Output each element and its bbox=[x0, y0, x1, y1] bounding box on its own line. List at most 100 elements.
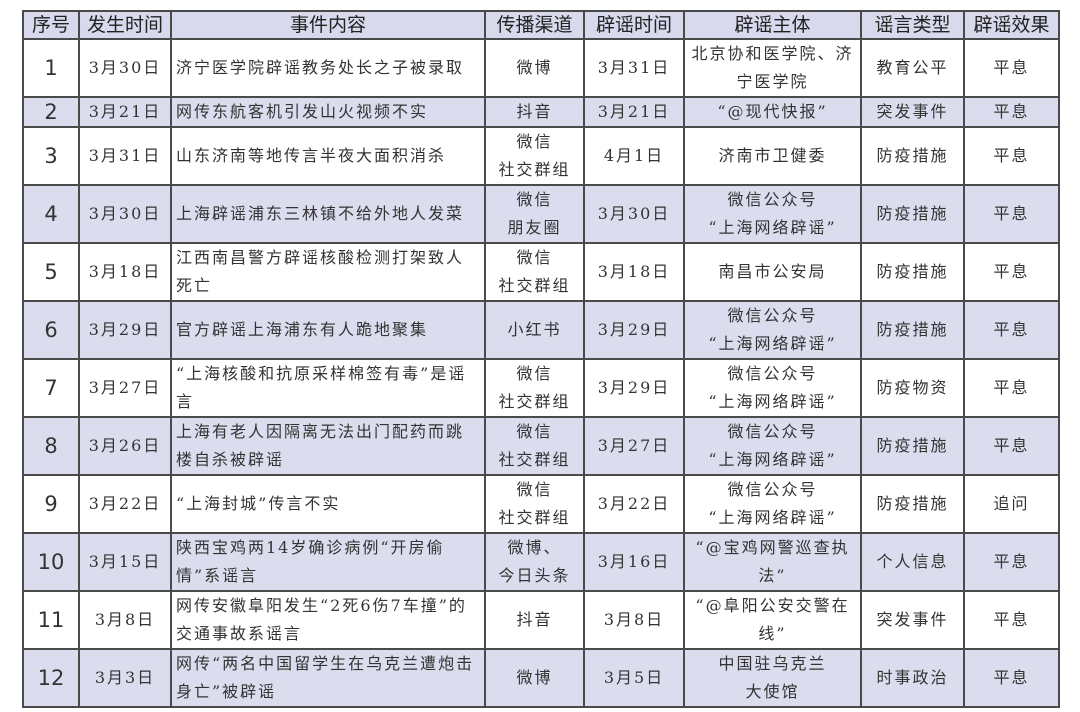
cell-no: 3 bbox=[22, 126, 80, 186]
cell-no: 6 bbox=[22, 300, 80, 360]
cell-no: 2 bbox=[22, 96, 80, 128]
cell-type: 防疫措施 bbox=[860, 184, 965, 244]
table-row: 7 3月27日 “上海核酸和抗原采样棉签有毒”是谣言 微信 社交群组 3月29日 微信公众号… bbox=[22, 358, 1060, 418]
cell-effect: 平息 bbox=[963, 242, 1060, 302]
cell-no: 1 bbox=[22, 38, 80, 98]
table-row: 2 3月21日 网传东航客机引发山火视频不实 抖音 3月21日 “@现代快报” 突发事件 平息 bbox=[22, 96, 1060, 128]
cell-date: 3月21日 bbox=[78, 96, 172, 128]
cell-no: 8 bbox=[22, 416, 80, 476]
cell-subject: 微信公众号 “上海网络辟谣” bbox=[683, 184, 862, 244]
cell-subject: 微信公众号 “上海网络辟谣” bbox=[683, 474, 862, 534]
cell-channel: 微信 社交群组 bbox=[484, 474, 585, 534]
cell-event: “上海核酸和抗原采样棉签有毒”是谣言 bbox=[170, 358, 486, 418]
cell-date: 3月26日 bbox=[78, 416, 172, 476]
cell-channel: 微信 社交群组 bbox=[484, 126, 585, 186]
table-row: 4 3月30日 上海辟谣浦东三林镇不给外地人发菜 微信 朋友圈 3月30日 微信公众号 “上海… bbox=[22, 184, 1060, 244]
cell-no: 7 bbox=[22, 358, 80, 418]
cell-date: 3月22日 bbox=[78, 474, 172, 534]
cell-subject: 济南市卫健委 bbox=[683, 126, 862, 186]
cell-effect: 追问 bbox=[963, 474, 1060, 534]
cell-event: 上海有老人因隔离无法出门配药而跳楼自杀被辟谣 bbox=[170, 416, 486, 476]
cell-type: 突发事件 bbox=[860, 590, 965, 650]
cell-subject: “@阜阳公安交警在线” bbox=[683, 590, 862, 650]
cell-event: 网传东航客机引发山火视频不实 bbox=[170, 96, 486, 128]
cell-type: 防疫措施 bbox=[860, 242, 965, 302]
cell-channel: 小红书 bbox=[484, 300, 585, 360]
cell-debunk-date: 3月8日 bbox=[583, 590, 685, 650]
cell-event: 网传安徽阜阳发生“2死6伤7车撞”的交通事故系谣言 bbox=[170, 590, 486, 650]
cell-channel: 微信 社交群组 bbox=[484, 242, 585, 302]
cell-no: 12 bbox=[22, 648, 80, 708]
cell-debunk-date: 3月5日 bbox=[583, 648, 685, 708]
cell-channel: 抖音 bbox=[484, 96, 585, 128]
cell-date: 3月29日 bbox=[78, 300, 172, 360]
cell-debunk-date: 4月1日 bbox=[583, 126, 685, 186]
cell-effect: 平息 bbox=[963, 590, 1060, 650]
cell-subject: 中国驻乌克兰 大使馆 bbox=[683, 648, 862, 708]
cell-effect: 平息 bbox=[963, 126, 1060, 186]
cell-date: 3月15日 bbox=[78, 532, 172, 592]
table-row: 11 3月8日 网传安徽阜阳发生“2死6伤7车撞”的交通事故系谣言 抖音 3月8日 “@阜… bbox=[22, 590, 1060, 650]
cell-date: 3月8日 bbox=[78, 590, 172, 650]
cell-type: 个人信息 bbox=[860, 532, 965, 592]
cell-channel: 微信 社交群组 bbox=[484, 416, 585, 476]
cell-event: “上海封城”传言不实 bbox=[170, 474, 486, 534]
cell-type: 防疫措施 bbox=[860, 474, 965, 534]
cell-date: 3月30日 bbox=[78, 38, 172, 98]
cell-effect: 平息 bbox=[963, 300, 1060, 360]
table-row: 6 3月29日 官方辟谣上海浦东有人跪地聚集 小红书 3月29日 微信公众号 “上海网络辟谣… bbox=[22, 300, 1060, 360]
header-event: 事件内容 bbox=[170, 10, 486, 40]
table-row: 1 3月30日 济宁医学院辟谣教务处长之子被录取 微博 3月31日 北京协和医学院、济宁医… bbox=[22, 38, 1060, 98]
cell-event: 山东济南等地传言半夜大面积消杀 bbox=[170, 126, 486, 186]
cell-event: 官方辟谣上海浦东有人跪地聚集 bbox=[170, 300, 486, 360]
cell-date: 3月3日 bbox=[78, 648, 172, 708]
header-row: 序号 发生时间 事件内容 传播渠道 辟谣时间 辟谣主体 谣言类型 辟谣效果 bbox=[22, 10, 1060, 40]
cell-debunk-date: 3月27日 bbox=[583, 416, 685, 476]
table-row: 10 3月15日 陕西宝鸡两14岁确诊病例“开房偷情”系谣言 微博、 今日头条 3月16日… bbox=[22, 532, 1060, 592]
cell-event: 济宁医学院辟谣教务处长之子被录取 bbox=[170, 38, 486, 98]
cell-debunk-date: 3月16日 bbox=[583, 532, 685, 592]
cell-event: 上海辟谣浦东三林镇不给外地人发菜 bbox=[170, 184, 486, 244]
cell-type: 突发事件 bbox=[860, 96, 965, 128]
cell-effect: 平息 bbox=[963, 648, 1060, 708]
header-type: 谣言类型 bbox=[860, 10, 965, 40]
cell-type: 教育公平 bbox=[860, 38, 965, 98]
cell-date: 3月30日 bbox=[78, 184, 172, 244]
rumor-table: 序号 发生时间 事件内容 传播渠道 辟谣时间 辟谣主体 谣言类型 辟谣效果 1 3月30日 济宁医… bbox=[22, 10, 1060, 708]
cell-subject: 微信公众号 “上海网络辟谣” bbox=[683, 416, 862, 476]
table-row: 9 3月22日 “上海封城”传言不实 微信 社交群组 3月22日 微信公众号 “上海网络辟谣”… bbox=[22, 474, 1060, 534]
cell-type: 防疫物资 bbox=[860, 358, 965, 418]
cell-event: 陕西宝鸡两14岁确诊病例“开房偷情”系谣言 bbox=[170, 532, 486, 592]
cell-type: 防疫措施 bbox=[860, 300, 965, 360]
cell-subject: “@宝鸡网警巡查执法” bbox=[683, 532, 862, 592]
header-debunk-date: 辟谣时间 bbox=[583, 10, 685, 40]
cell-date: 3月18日 bbox=[78, 242, 172, 302]
cell-effect: 平息 bbox=[963, 184, 1060, 244]
header-date: 发生时间 bbox=[78, 10, 172, 40]
cell-type: 防疫措施 bbox=[860, 416, 965, 476]
table-row: 3 3月31日 山东济南等地传言半夜大面积消杀 微信 社交群组 4月1日 济南市卫健委 防疫措… bbox=[22, 126, 1060, 186]
cell-channel: 微博 bbox=[484, 38, 585, 98]
cell-date: 3月27日 bbox=[78, 358, 172, 418]
cell-debunk-date: 3月29日 bbox=[583, 300, 685, 360]
cell-channel: 微信 朋友圈 bbox=[484, 184, 585, 244]
header-effect: 辟谣效果 bbox=[963, 10, 1060, 40]
cell-subject: 南昌市公安局 bbox=[683, 242, 862, 302]
cell-channel: 微博 bbox=[484, 648, 585, 708]
cell-debunk-date: 3月30日 bbox=[583, 184, 685, 244]
cell-debunk-date: 3月31日 bbox=[583, 38, 685, 98]
cell-no: 5 bbox=[22, 242, 80, 302]
cell-effect: 平息 bbox=[963, 38, 1060, 98]
cell-no: 11 bbox=[22, 590, 80, 650]
header-channel: 传播渠道 bbox=[484, 10, 585, 40]
cell-no: 10 bbox=[22, 532, 80, 592]
cell-debunk-date: 3月22日 bbox=[583, 474, 685, 534]
cell-effect: 平息 bbox=[963, 96, 1060, 128]
cell-event: 江西南昌警方辟谣核酸检测打架致人死亡 bbox=[170, 242, 486, 302]
header-no: 序号 bbox=[22, 10, 80, 40]
cell-subject: 微信公众号 “上海网络辟谣” bbox=[683, 358, 862, 418]
cell-type: 时事政治 bbox=[860, 648, 965, 708]
header-subject: 辟谣主体 bbox=[683, 10, 862, 40]
cell-date: 3月31日 bbox=[78, 126, 172, 186]
cell-channel: 微博、 今日头条 bbox=[484, 532, 585, 592]
